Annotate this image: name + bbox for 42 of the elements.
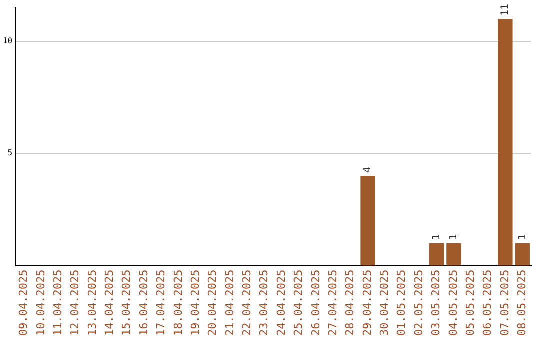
x-tick-label: 01.05.2025 [395, 270, 408, 336]
x-tick-label: 08.05.2025 [516, 270, 529, 336]
x-tick-label: 28.04.2025 [344, 270, 357, 336]
x-tick-label: 23.04.2025 [258, 270, 271, 336]
x-tick-label: 02.05.2025 [412, 270, 426, 336]
x-tick-label: 24.04.2025 [274, 270, 288, 336]
x-tick-label: 03.05.2025 [430, 270, 443, 336]
x-tick-label: 30.04.2025 [378, 270, 392, 336]
bar [360, 176, 376, 266]
x-tick-label: 27.04.2025 [326, 270, 340, 336]
y-tick-label: 10 [2, 36, 13, 46]
x-tick-label: 13.04.2025 [86, 270, 99, 336]
x-tick-label: 11.04.2025 [51, 270, 64, 336]
data-label: 11 [500, 4, 512, 16]
x-tick-label: 22.04.2025 [240, 270, 254, 336]
x-tick-label: 19.04.2025 [188, 270, 202, 336]
x-tick-label: 09.04.2025 [17, 270, 30, 336]
bar [446, 243, 462, 266]
x-tick-label: 15.04.2025 [120, 270, 134, 336]
x-tick-label: 04.05.2025 [446, 270, 460, 336]
x-tick-label: 18.04.2025 [172, 270, 185, 336]
data-label: 1 [448, 234, 460, 240]
data-label: 1 [431, 234, 442, 240]
bar [429, 243, 444, 266]
x-tick-label: 29.04.2025 [360, 270, 374, 336]
x-tick-label: 05.05.2025 [464, 270, 477, 336]
y-tick-label: 5 [8, 148, 13, 158]
x-tick-label: 21.04.2025 [223, 270, 236, 336]
x-tick-label: 10.04.2025 [34, 270, 48, 336]
x-tick-label: 16.04.2025 [137, 270, 150, 336]
data-label: 1 [517, 234, 528, 240]
data-label: 4 [362, 167, 374, 174]
bar [498, 19, 513, 266]
x-tick-label: 06.05.2025 [481, 270, 494, 336]
x-tick-label: 12.04.2025 [68, 270, 82, 336]
x-tick-label: 25.04.2025 [292, 270, 306, 336]
x-tick-label: 14.04.2025 [103, 270, 116, 336]
bar [515, 243, 530, 266]
x-tick-label: 20.04.2025 [206, 270, 220, 336]
x-tick-label: 07.05.2025 [498, 270, 512, 336]
x-tick-label: 17.04.2025 [154, 270, 168, 336]
x-tick-label: 26.04.2025 [309, 270, 322, 336]
